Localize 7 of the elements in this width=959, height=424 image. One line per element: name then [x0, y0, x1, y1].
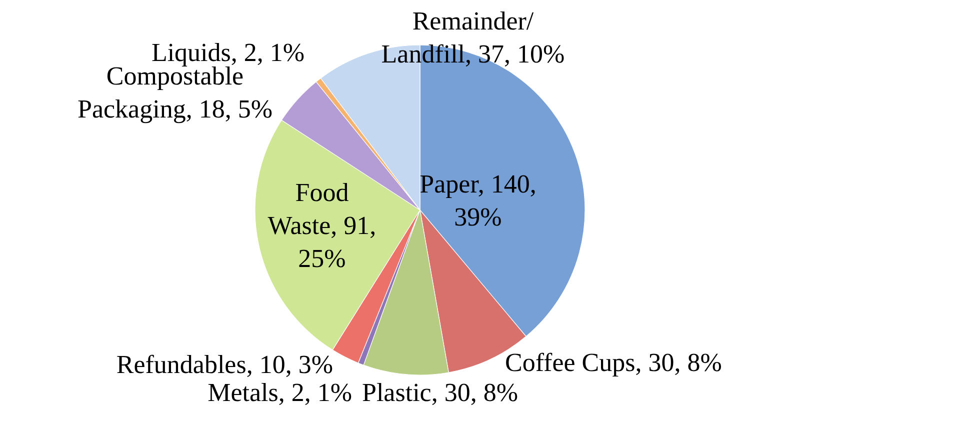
- slice-label: Plastic, 30, 8%: [362, 378, 518, 406]
- slice-label: Metals, 2, 1%: [208, 378, 352, 406]
- slice-label: Food Waste, 91, 25%: [268, 178, 376, 272]
- slice-label: Coffee Cups, 30, 8%: [505, 348, 722, 376]
- slice-label: Refundables, 10, 3%: [116, 350, 333, 378]
- slice-label: Remainder/Landfill, 37, 10%: [381, 6, 565, 68]
- slice-label: Paper, 140, 39%: [420, 169, 536, 231]
